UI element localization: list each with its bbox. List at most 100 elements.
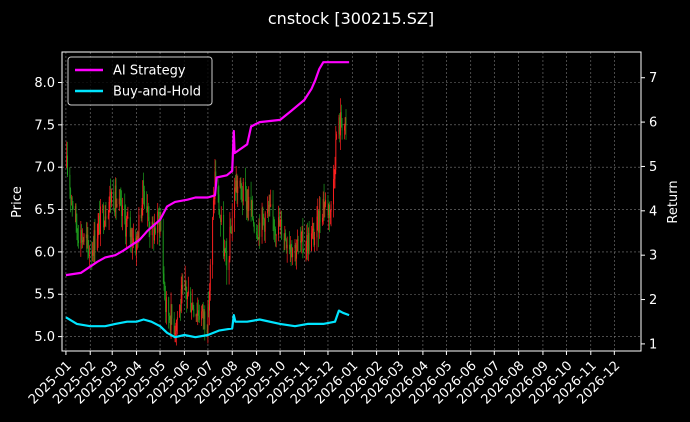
candle-body bbox=[152, 221, 154, 225]
candle-body bbox=[285, 233, 287, 241]
candle-body bbox=[289, 245, 291, 250]
candle-body bbox=[135, 238, 137, 253]
candle-body bbox=[292, 248, 294, 258]
candle-body bbox=[263, 218, 265, 232]
candle-body bbox=[252, 219, 254, 224]
candle-body bbox=[87, 234, 89, 245]
candle-body bbox=[301, 230, 303, 234]
candle-body bbox=[300, 233, 302, 243]
candle-body bbox=[307, 233, 309, 254]
candle-body bbox=[322, 199, 324, 218]
candle-body bbox=[179, 304, 181, 318]
candle-body bbox=[85, 234, 87, 239]
candle-body bbox=[147, 206, 149, 217]
candle-body bbox=[154, 227, 156, 241]
candle-body bbox=[306, 235, 308, 250]
candle-body bbox=[230, 226, 232, 233]
candle-body bbox=[245, 190, 247, 211]
candle-body bbox=[280, 219, 282, 222]
candle-body bbox=[80, 230, 82, 244]
candle-body bbox=[175, 330, 177, 334]
candle-body bbox=[92, 250, 94, 256]
candle-body bbox=[159, 216, 161, 232]
candle-body bbox=[187, 291, 189, 294]
candle-body bbox=[165, 299, 167, 313]
candle-body bbox=[137, 235, 139, 243]
candle-body bbox=[296, 251, 298, 259]
candle-body bbox=[281, 219, 283, 239]
candle-body bbox=[99, 206, 101, 235]
candle-body bbox=[264, 213, 266, 232]
candle-body bbox=[345, 117, 347, 125]
candle-body bbox=[268, 204, 270, 212]
candle-body bbox=[193, 309, 195, 317]
candle-body bbox=[191, 309, 192, 313]
candle-body bbox=[247, 200, 249, 211]
candle-body bbox=[328, 204, 330, 216]
candle-body bbox=[212, 217, 214, 265]
candle-body bbox=[319, 210, 321, 223]
candle-body bbox=[207, 306, 209, 334]
candle-body bbox=[98, 215, 100, 224]
candle-body bbox=[113, 191, 115, 211]
candle-body bbox=[323, 199, 325, 210]
candle-body bbox=[103, 205, 105, 228]
candle-body bbox=[108, 201, 110, 216]
candle-body bbox=[228, 259, 230, 270]
candle-body bbox=[83, 234, 85, 242]
candle-body bbox=[94, 230, 96, 250]
y-left-tick-label: 8.0 bbox=[34, 76, 55, 91]
candle-body bbox=[329, 204, 330, 218]
candle-body bbox=[116, 204, 118, 207]
candle-body bbox=[198, 315, 200, 320]
candle-body bbox=[278, 217, 279, 235]
candle-body bbox=[329, 211, 331, 218]
candle-body bbox=[103, 225, 105, 228]
candle-body bbox=[223, 214, 225, 257]
candle-body bbox=[307, 235, 309, 254]
candle-body bbox=[245, 182, 247, 191]
y-right-tick-label: 2 bbox=[649, 293, 657, 308]
candle-body bbox=[251, 200, 253, 211]
candle-body bbox=[257, 238, 259, 240]
candle-body bbox=[147, 206, 148, 212]
candle-body bbox=[220, 217, 221, 223]
candle-body bbox=[270, 204, 272, 207]
candle-body bbox=[158, 211, 159, 217]
candle-body bbox=[202, 304, 204, 319]
candle-body bbox=[169, 320, 171, 331]
y-left-tick-label: 6.5 bbox=[34, 203, 55, 218]
candle-body bbox=[151, 221, 153, 236]
y-left-tick-label: 6.0 bbox=[34, 245, 55, 260]
candle-body bbox=[125, 218, 126, 237]
candle-body bbox=[91, 255, 93, 256]
candle-body bbox=[317, 210, 319, 217]
candle-body bbox=[208, 306, 210, 311]
candle-body bbox=[239, 180, 241, 187]
candle-body bbox=[180, 304, 181, 312]
candle-body bbox=[201, 304, 203, 312]
candle-body bbox=[115, 185, 117, 207]
candle-body bbox=[256, 231, 258, 235]
candle-body bbox=[241, 188, 243, 200]
candle-body bbox=[305, 249, 307, 252]
candle-body bbox=[176, 317, 178, 320]
candle-body bbox=[334, 169, 336, 179]
y-axis-left-label: Price bbox=[10, 186, 25, 218]
candle-body bbox=[121, 200, 123, 216]
candle-body bbox=[261, 208, 263, 237]
candle-body bbox=[213, 199, 215, 201]
candle-body bbox=[340, 112, 342, 125]
y-right-tick-label: 6 bbox=[649, 116, 657, 131]
candle-body bbox=[311, 230, 313, 234]
candle-body bbox=[119, 198, 121, 201]
candle-body bbox=[267, 208, 269, 212]
candle-body bbox=[164, 282, 166, 300]
candle-body bbox=[312, 228, 314, 231]
candle-body bbox=[110, 191, 112, 203]
candle-body bbox=[81, 230, 83, 243]
candle-body bbox=[149, 230, 151, 236]
candle-body bbox=[198, 310, 199, 316]
candle-body bbox=[246, 200, 248, 211]
